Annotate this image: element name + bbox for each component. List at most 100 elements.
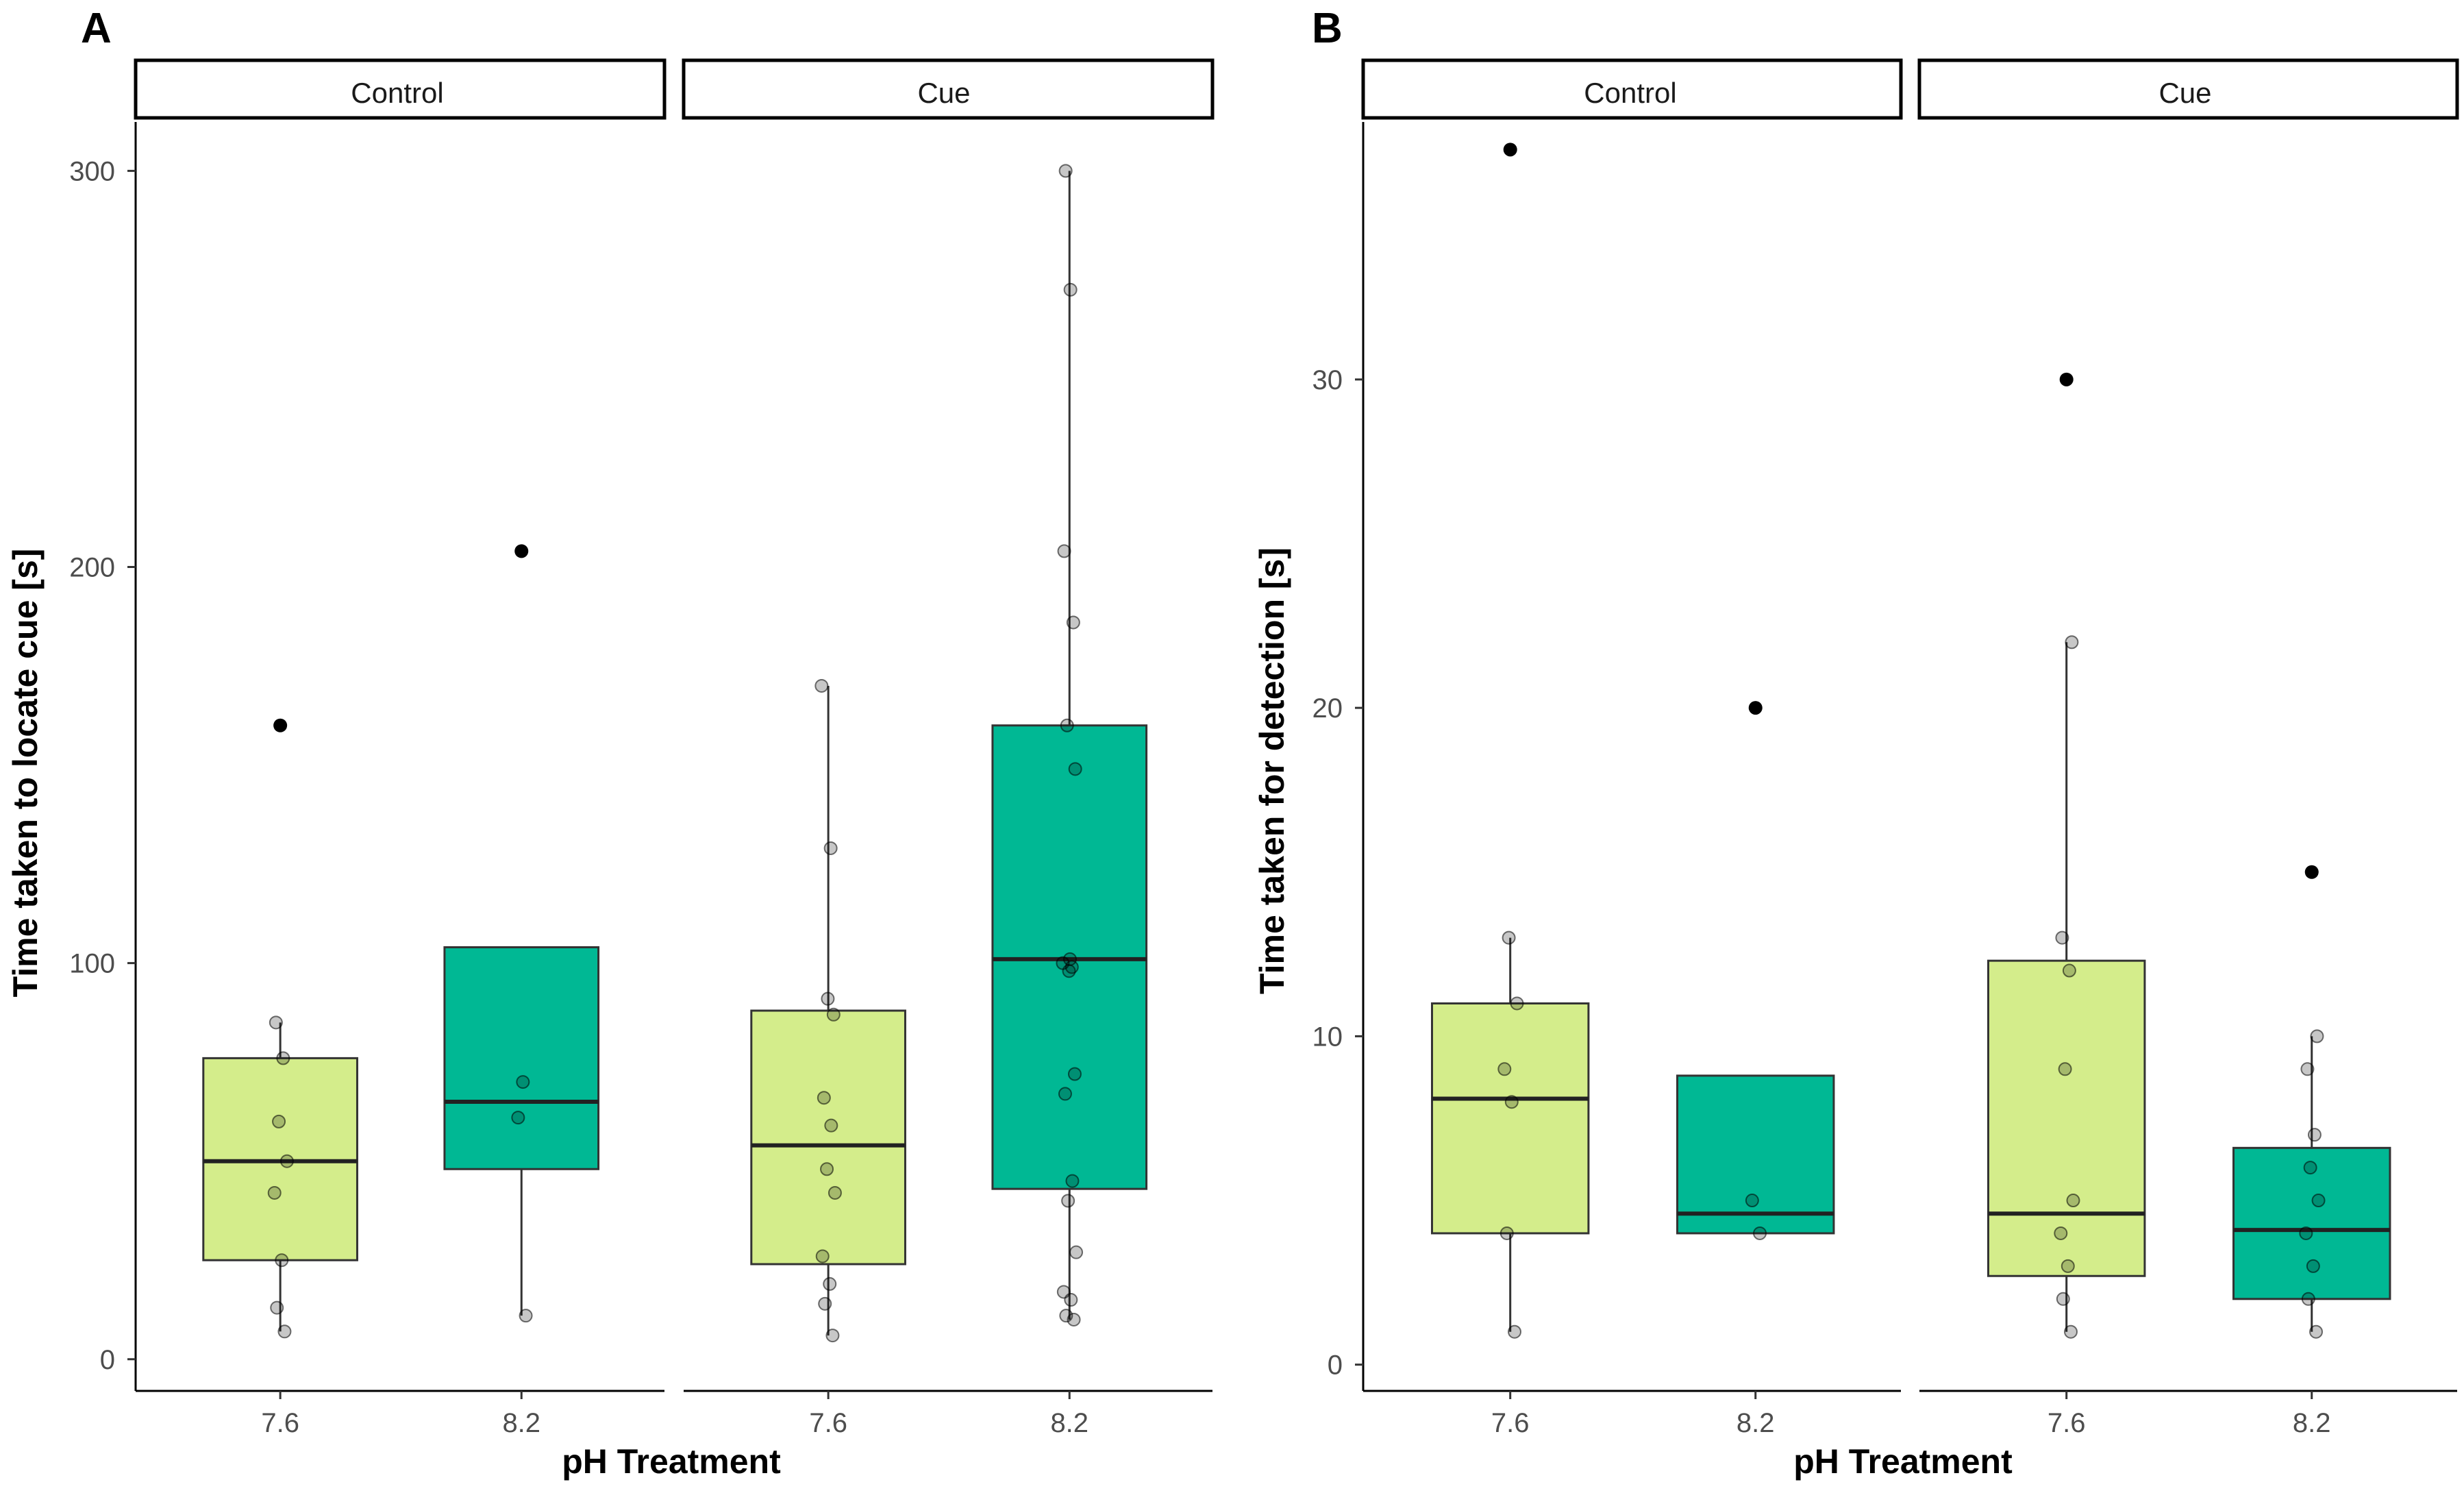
panel-b-x-axis-title: pH Treatment: [1793, 1442, 2013, 1481]
panel-a-x-tick-label: 7.6: [809, 1408, 847, 1438]
panel-a-control-8-2-data-point: [519, 1309, 533, 1323]
panel-a-cue-7-6-data-point: [824, 1118, 838, 1133]
panel-b-cue-8-2-data-point: [2310, 1029, 2324, 1044]
panel-a-plot-area: 0 100 200 300 7.6 8.2 7.6 8.2: [69, 122, 1212, 1438]
panel-a-control-7-6-outlier-point: [273, 718, 288, 732]
panel-b-y-tick-label: 20: [1312, 693, 1343, 724]
panel-a-cue-7-6-data-point: [821, 991, 835, 1006]
panel-b-y-tick-label: 0: [1328, 1350, 1343, 1381]
panel-a-y-tick-label: 100: [69, 949, 115, 979]
panel-a-y-tick-label: 0: [100, 1345, 115, 1375]
panel-b-cue-8-2-data-point: [2306, 1259, 2320, 1273]
panel-b-y-tick-label: 30: [1312, 365, 1343, 395]
panel-b: Control Cue 0 10 20 30 7.6 8.2 7.6 8.2 pH Treat…: [1253, 58, 2459, 1481]
panel-b-cue-7-6-data-point: [2063, 1324, 2078, 1339]
panel-a-cue-8-2-data-point: [1057, 544, 1071, 558]
panel-b-control-7-6-data-point: [1499, 1226, 1514, 1240]
panel-a-x-tick-label: 8.2: [502, 1408, 540, 1438]
panel-letter-a: A: [81, 5, 112, 52]
panel-a-cue-7-6-data-point: [823, 1276, 837, 1291]
panel-a-cue-7-6-data-point: [818, 1296, 832, 1311]
panel-b-cue-7-6-data-point: [2062, 963, 2076, 978]
panel-b-cue-7-6-outlier-point: [2059, 372, 2074, 386]
panel-a-control-7-6-data-point: [276, 1051, 290, 1065]
panel-a-control-7-6-data-point: [272, 1114, 286, 1128]
panel-a-x-axis-title: pH Treatment: [562, 1442, 781, 1481]
panel-a-y-tick-label: 200: [69, 553, 115, 583]
panel-a-y-axis-title: Time taken to locate cue [s]: [6, 549, 45, 998]
panel-b-cue-7-6-data-point: [2054, 1226, 2068, 1240]
panel-b-x-tick-label: 7.6: [1491, 1408, 1530, 1438]
panel-b-control-7-6-data-point: [1497, 1062, 1512, 1076]
panel-a-cue-7-6-data-point: [817, 1091, 831, 1105]
panel-a-control-8-2-box: [443, 946, 600, 1170]
panel-b-cue-8-2-data-point: [2301, 1292, 2315, 1306]
panel-b-control-7-6-data-point: [1502, 930, 1516, 945]
panel-b-cue-8-2-data-point: [2311, 1194, 2326, 1208]
panel-a-cue-8-2-data-point: [1062, 952, 1077, 966]
panel-b-control-7-6-outlier-point: [1503, 143, 1517, 157]
panel-b-control-7-6-data-point: [1507, 1324, 1521, 1339]
panel-a-cue-7-6-data-point: [820, 1162, 834, 1176]
panel-a-control-7-6-data-point: [275, 1253, 289, 1268]
panel-a-cue-7-6-data-point: [825, 1329, 840, 1343]
panel-a-cue-7-6-data-point: [827, 1185, 842, 1200]
panel-b-x-tick-label: 8.2: [1737, 1408, 1775, 1438]
panel-b-cue-7-6-data-point: [2066, 1194, 2080, 1208]
panel-a-cue-8-2-data-point: [1063, 282, 1078, 297]
panel-b-control-8-2-outlier-point: [1748, 701, 1763, 715]
panel-letter-b: B: [1312, 5, 1343, 52]
panel-a-x-tick-label: 8.2: [1050, 1408, 1088, 1438]
panel-a-cue-8-2-data-point: [1067, 1312, 1081, 1327]
panel-a-control-7-6-data-point: [269, 1015, 283, 1030]
panel-a: Control Cue 0 100 200 300 7.6 8.2 7.6 8.2 pH Tr…: [6, 58, 1215, 1481]
panel-a-x-tick-label: 7.6: [261, 1408, 299, 1438]
panel-a-strip-label-cue: Cue: [917, 77, 970, 109]
panel-b-strip-cue: [1917, 58, 2459, 120]
panel-b-cue-7-6-data-point: [2056, 1292, 2070, 1306]
panel-b-cue-7-6-data-point: [2065, 635, 2079, 650]
panel-a-control-7-6-data-point: [277, 1324, 292, 1339]
panel-a-cue-7-6-data-point: [814, 678, 829, 693]
panel-a-y-tick-label: 300: [69, 156, 115, 186]
panel-b-strip-control: [1361, 58, 1903, 120]
panel-b-control-7-6-data-point: [1510, 996, 1524, 1011]
panel-a-cue-8-2-data-point: [1061, 1194, 1075, 1208]
panel-b-cue-8-2-data-point: [2299, 1226, 2313, 1240]
panel-a-cue-8-2-data-point: [1060, 718, 1074, 732]
panel-b-y-tick-label: 10: [1312, 1022, 1343, 1052]
panel-b-cue-7-6-data-point: [2061, 1259, 2075, 1273]
panel-a-cue-8-2-data-point: [1068, 762, 1082, 776]
panel-b-control-8-2-box: [1676, 1074, 1835, 1235]
panel-b-cue-7-6-data-point: [2055, 930, 2069, 945]
panel-b-plot-area: 0 10 20 30 7.6 8.2 7.6 8.2: [1312, 122, 2457, 1438]
panel-a-control-8-2-data-point: [511, 1111, 525, 1125]
panel-a-cue-8-2-data-point: [1067, 1067, 1082, 1081]
panel-b-control-8-2-data-point: [1753, 1226, 1767, 1240]
panel-a-cue-8-2-data-point: [1058, 164, 1073, 178]
panel-a-cue-7-6-data-point: [815, 1249, 830, 1263]
panel-b-control-8-2-data-point: [1745, 1194, 1759, 1208]
panel-b-cue-8-2-outlier-point: [2304, 865, 2319, 879]
panel-b-strip-label-cue: Cue: [2158, 77, 2211, 109]
panel-a-cue-8-2-data-point: [1065, 1174, 1080, 1188]
panel-a-strip-cue: [682, 58, 1215, 120]
panel-a-cue-7-6-data-point: [826, 1007, 841, 1022]
panel-a-cue-8-2-data-point: [1056, 1285, 1071, 1299]
panel-b-cue-8-2-data-point: [2300, 1062, 2315, 1076]
panel-b-cue-8-2-data-point: [2307, 1128, 2322, 1142]
panel-b-x-tick-label: 8.2: [2293, 1408, 2331, 1438]
panel-a-control-7-6-data-point: [267, 1185, 282, 1200]
panel-a-strip-control: [134, 58, 667, 120]
panel-b-strip-label-control: Control: [1584, 77, 1676, 109]
panel-b-y-axis-title: Time taken for detection [s]: [1253, 547, 1291, 994]
panel-a-cue-7-6-box: [750, 1009, 906, 1266]
panel-a-strip-label-control: Control: [351, 77, 443, 109]
panel-a-control-7-6-data-point: [279, 1154, 294, 1168]
panel-a-cue-8-2-data-point: [1069, 1245, 1084, 1259]
panel-a-cue-8-2-data-point: [1066, 615, 1080, 630]
panel-a-cue-8-2-data-point: [1058, 1087, 1072, 1101]
panel-b-control-7-6-box: [1430, 1002, 1590, 1235]
panel-a-cue-8-2-data-point: [1059, 1309, 1073, 1323]
